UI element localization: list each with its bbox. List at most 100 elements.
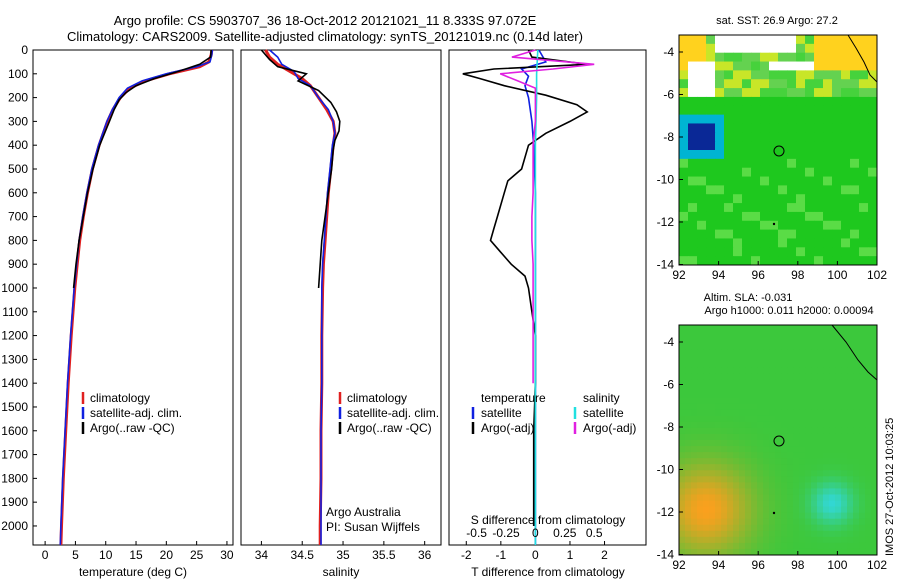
depth-tick-label: 100 bbox=[8, 67, 28, 81]
sst-cell bbox=[751, 176, 761, 186]
sla-cell bbox=[685, 452, 692, 459]
sla-cell bbox=[679, 349, 686, 356]
sla-cell bbox=[721, 397, 728, 405]
sla-cell bbox=[793, 325, 800, 332]
sla-cell bbox=[763, 409, 770, 417]
sla-cell bbox=[841, 379, 848, 387]
sla-cell bbox=[847, 518, 854, 526]
sla-cell bbox=[727, 421, 734, 429]
sst-cell bbox=[841, 52, 851, 63]
sla-cell bbox=[721, 415, 728, 423]
x-tick-label: 2 bbox=[601, 548, 608, 562]
legend-s-argo-label: Argo(-adj) bbox=[583, 421, 636, 435]
sla-cell bbox=[751, 458, 758, 465]
sla-cell bbox=[691, 325, 698, 332]
sla-cell bbox=[727, 470, 734, 477]
sst-cell bbox=[850, 220, 860, 231]
sla-cell bbox=[751, 506, 758, 514]
sla-cell bbox=[703, 397, 710, 405]
sla-cell bbox=[781, 397, 788, 405]
sla-cell bbox=[793, 331, 800, 338]
sst-cell bbox=[697, 256, 707, 266]
sla-cell bbox=[817, 403, 824, 411]
sla-cell bbox=[721, 355, 728, 362]
sst-map-title: sat. SST: 26.9 Argo: 27.2 bbox=[716, 15, 838, 27]
sla-cell bbox=[715, 349, 722, 356]
sla-cell bbox=[763, 470, 770, 477]
sla-cell bbox=[745, 470, 752, 477]
sla-cell bbox=[727, 536, 734, 544]
sla-cell bbox=[817, 325, 824, 332]
sla-cell bbox=[715, 458, 722, 465]
sla-cell bbox=[769, 440, 776, 447]
sla-cell bbox=[697, 500, 704, 508]
sla-cell bbox=[763, 440, 770, 447]
sst-cell bbox=[724, 194, 734, 204]
sst-cell bbox=[742, 61, 752, 71]
sla-cell bbox=[871, 536, 878, 544]
sst-cell bbox=[760, 150, 770, 160]
sla-cell bbox=[709, 367, 716, 374]
sla-cell bbox=[829, 397, 836, 405]
sla-cell bbox=[853, 403, 860, 411]
sla-cell bbox=[817, 373, 824, 380]
sla-cell bbox=[781, 512, 788, 520]
sst-cell bbox=[859, 141, 869, 151]
sst-cell bbox=[868, 203, 878, 213]
sla-cell bbox=[799, 518, 806, 526]
sla-cell bbox=[859, 367, 866, 374]
sla-cell bbox=[739, 355, 746, 362]
sst-cell bbox=[697, 238, 707, 248]
sst-cell bbox=[859, 123, 869, 133]
sst-cell bbox=[805, 194, 815, 204]
sst-cell bbox=[688, 238, 698, 248]
sst-cell bbox=[751, 238, 761, 248]
sla-cell bbox=[691, 337, 698, 344]
sla-cell bbox=[805, 548, 812, 556]
sst-cell bbox=[688, 114, 698, 124]
sla-cell bbox=[835, 355, 842, 362]
sla-cell bbox=[757, 500, 764, 508]
sla-cell bbox=[763, 506, 770, 514]
sst-cell bbox=[751, 194, 761, 204]
sla-cell bbox=[781, 500, 788, 508]
sla-cell bbox=[811, 518, 818, 526]
sst-cell bbox=[796, 141, 806, 151]
sla-cell bbox=[697, 433, 704, 441]
sst-cell bbox=[868, 96, 878, 107]
sst-cell bbox=[796, 79, 806, 89]
sla-cell bbox=[697, 397, 704, 405]
sst-cell bbox=[832, 43, 842, 54]
sla-cell bbox=[721, 506, 728, 514]
sst-cell bbox=[868, 79, 878, 89]
sst-cell bbox=[805, 247, 815, 257]
sla-cell bbox=[679, 470, 686, 477]
sst-cell bbox=[760, 123, 770, 133]
sla-cell bbox=[763, 536, 770, 544]
sla-cell bbox=[715, 440, 722, 447]
sla-cell bbox=[733, 415, 740, 423]
sla-cell bbox=[733, 379, 740, 387]
sla-cell bbox=[847, 391, 854, 399]
sst-cell bbox=[805, 203, 815, 213]
sla-cell bbox=[775, 512, 782, 520]
sla-cell bbox=[727, 542, 734, 550]
sla-cell bbox=[739, 397, 746, 405]
sla-cell bbox=[847, 343, 854, 350]
sst-cell bbox=[841, 79, 851, 89]
sst-cell bbox=[742, 123, 752, 133]
sla-cell bbox=[769, 548, 776, 556]
sst-cell bbox=[724, 114, 734, 124]
sla-cell bbox=[847, 530, 854, 538]
sla-cell bbox=[787, 530, 794, 538]
sla-cell bbox=[691, 385, 698, 393]
map-y-tick-label: -14 bbox=[657, 548, 675, 562]
sst-cell bbox=[706, 238, 716, 248]
sst-cell bbox=[805, 79, 815, 89]
sla-cell bbox=[787, 512, 794, 520]
sst-cell bbox=[688, 158, 698, 169]
sla-island-marker bbox=[772, 511, 776, 515]
sla-cell bbox=[799, 409, 806, 417]
depth-tick-label: 1900 bbox=[1, 495, 28, 509]
sla-cell bbox=[751, 343, 758, 350]
